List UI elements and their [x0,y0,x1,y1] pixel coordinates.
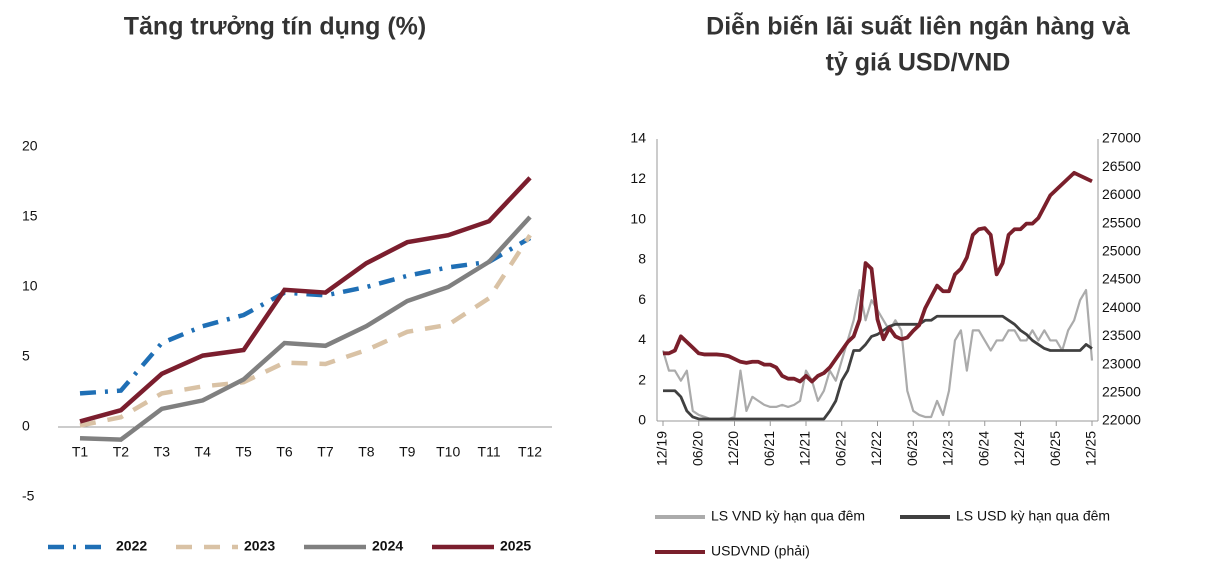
chart-title: Tăng trưởng tín dụng (%) [124,13,426,41]
line-series [79,215,532,442]
legend-label: LS VND kỳ hạn qua đêm [711,508,865,524]
y2-tick-label: 26500 [1102,158,1141,174]
line-series [79,233,532,428]
x-tick-label: T6 [276,444,293,460]
y2-tick-label: 22500 [1102,384,1141,400]
legend-label: USDVND (phải) [711,543,810,559]
x-tick-label: 12/19 [654,431,670,466]
y-tick-label: 5 [22,348,30,364]
x-tick-label: 06/21 [761,431,777,466]
line-series [663,170,1093,384]
x-tick-label: 12/21 [797,431,813,466]
x-tick-label: T8 [358,444,375,460]
y-tick-label: 20 [22,138,38,154]
x-tick-label: T11 [478,444,501,460]
x-tick-label: T3 [154,444,171,460]
x-tick-label: T9 [399,444,416,460]
x-tick-label: 06/23 [904,431,920,466]
y-tick-label: 0 [22,418,30,434]
y-tick-label: 2 [638,371,646,387]
legend-label: LS USD kỳ hạn qua đêm [956,508,1110,524]
y-tick-label: 6 [638,291,646,307]
chart-title: tỷ giá USD/VND [826,49,1011,77]
y2-tick-label: 26000 [1102,186,1141,202]
y-tick-label: 4 [638,331,646,347]
x-tick-label: T4 [195,444,212,460]
x-tick-label: T5 [235,444,252,460]
legend-label: 2025 [500,538,531,554]
y2-tick-label: 22000 [1102,412,1141,428]
x-tick-label: 12/20 [725,431,741,466]
line-series [79,236,532,396]
y-tick-label: 0 [638,412,646,428]
chart-title: Diễn biến lãi suất liên ngân hàng và [706,11,1130,41]
y2-tick-label: 25500 [1102,214,1141,230]
x-tick-label: 12/24 [1011,431,1027,466]
x-tick-label: T12 [518,444,542,460]
x-tick-label: 12/23 [940,431,956,466]
x-tick-label: 12/25 [1083,431,1099,466]
x-tick-label: T2 [113,444,130,460]
legend-label: 2023 [244,538,275,554]
x-tick-label: T1 [72,444,89,460]
x-tick-label: 06/24 [975,431,991,466]
x-tick-label: 06/20 [689,431,705,466]
y-tick-label: 8 [638,251,646,267]
line-series [79,176,532,424]
y2-tick-label: 27000 [1102,130,1141,146]
line-series [663,314,1093,421]
y2-tick-label: 23000 [1102,355,1141,371]
y-tick-label: 15 [22,208,38,224]
y2-tick-label: 25000 [1102,243,1141,259]
legend-label: 2024 [372,538,403,554]
x-tick-label: 06/22 [832,431,848,466]
x-tick-label: T10 [436,444,460,460]
y2-tick-label: 23500 [1102,327,1141,343]
y2-tick-label: 24000 [1102,299,1141,315]
y-tick-label: 10 [22,278,38,294]
x-tick-label: 06/25 [1047,431,1063,466]
y-tick-label: 12 [630,170,646,186]
y-tick-label: -5 [22,488,35,504]
x-tick-label: 12/22 [868,431,884,466]
legend-label: 2022 [116,538,147,554]
x-tick-label: T7 [317,444,334,460]
y-tick-label: 14 [630,130,646,146]
y2-tick-label: 24500 [1102,271,1141,287]
y-tick-label: 10 [630,210,646,226]
